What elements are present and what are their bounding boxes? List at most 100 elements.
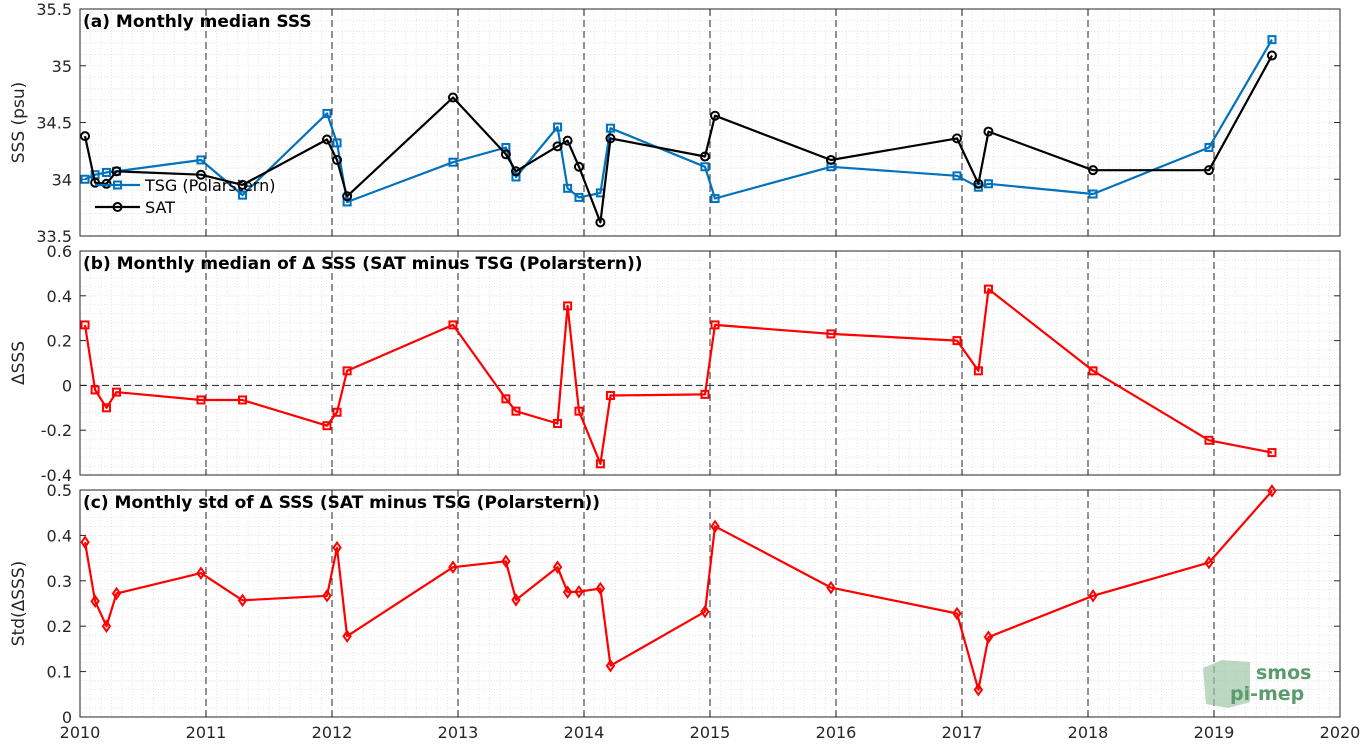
data-point [90,385,100,395]
data-point [1267,484,1277,498]
data-point [1088,589,1098,603]
data-point [101,619,112,633]
logo-line1: smos [1256,662,1311,684]
data-point [983,284,993,294]
data-point [332,540,342,555]
legend-marker [112,202,123,212]
data-point [448,560,458,574]
data-point [574,584,584,599]
data-point [973,683,984,697]
data-point [112,387,122,397]
data-point [605,390,615,400]
data-point [111,166,122,177]
data-point [1266,50,1277,61]
y-tick-label: 0.2 [47,617,72,636]
series-line [83,490,1273,691]
y-tick-label: 33.5 [36,227,72,246]
y-tick-label: 0.3 [47,572,72,591]
data-point [322,589,332,603]
data-point [983,630,994,644]
y-axis-label: ΔSSS [9,341,29,385]
data-point [342,191,353,202]
x-tick-label: 2013 [438,723,479,742]
data-point [238,190,248,200]
data-point [1204,142,1214,152]
data-point [196,155,206,165]
y-tick-label: 0.2 [47,332,72,351]
data-point [1204,555,1214,570]
data-point [710,519,720,534]
data-point [500,149,511,160]
data-point [342,366,352,376]
data-point [574,406,584,416]
data-point [448,320,458,330]
data-point [101,403,111,413]
data-point [448,157,458,167]
series-line [83,288,1273,465]
x-tick-label: 2014 [564,723,605,742]
x-tick-label: 2017 [942,723,983,742]
data-point [605,658,616,673]
data-point [951,133,962,144]
data-point [90,177,101,188]
data-point [983,179,993,189]
data-point [562,135,573,146]
data-point [342,629,352,643]
data-point [595,459,605,469]
series-0 [80,284,1277,469]
data-point [826,329,836,339]
panel-title: (b) Monthly median of Δ SSS (SAT minus T… [83,254,643,274]
data-point [80,535,90,549]
data-point [447,92,458,103]
data-point [552,560,563,574]
panel-a: 33.5 34 34.5 35 35.5 SSS (psu) (a) Monthly med… [9,0,1341,246]
data-point [595,581,606,596]
data-point [605,133,616,144]
x-tick-label: 2011 [186,723,227,742]
y-axis-label: Std(ΔSSS) [9,561,29,647]
data-point [1203,165,1214,176]
panel-c: 0 0.1 0.2 0.3 0.4 0.5 2010 2011 2012 2013 2014 2015… [9,481,1360,742]
panel-b: -0.4 -0.2 0 0.2 0.4 0.6 ΔSSS (b) Monthly median… [9,242,1341,485]
data-point [80,131,91,142]
y-tick-label: 34.5 [36,114,72,133]
data-point [825,154,836,165]
data-point [196,395,206,405]
y-tick-label: 0.1 [47,663,72,682]
x-tick-label: 2012 [312,723,353,742]
data-point [553,122,563,132]
legend-label: TSG (Polarstern) [144,176,275,195]
y-tick-label: 0 [62,376,72,395]
data-point [332,154,343,165]
data-point [1088,189,1098,199]
data-point [511,593,521,607]
y-tick-label: -0.2 [41,421,72,440]
legend-label: SAT [145,198,175,217]
data-point [699,151,710,162]
data-point [80,320,90,330]
data-point [111,586,122,601]
data-point [1267,448,1277,458]
data-point [1267,35,1277,45]
y-tick-label: 0.4 [47,526,72,545]
series-1 [80,50,1277,228]
series-0 [80,484,1277,697]
data-point [510,166,521,177]
data-point [321,134,332,145]
data-point [511,172,521,182]
data-point [952,171,962,181]
data-point [573,161,584,172]
data-point [101,178,112,189]
data-point [501,394,511,404]
data-point [80,174,90,184]
data-point [563,301,573,311]
data-point [562,585,573,599]
data-point [826,580,836,595]
data-point [195,169,206,180]
x-tick-label: 2019 [1194,723,1235,742]
data-point [90,594,100,608]
y-tick-label: 34 [52,170,72,189]
panel-title: (a) Monthly median SSS [83,12,312,32]
data-point [1204,435,1214,445]
